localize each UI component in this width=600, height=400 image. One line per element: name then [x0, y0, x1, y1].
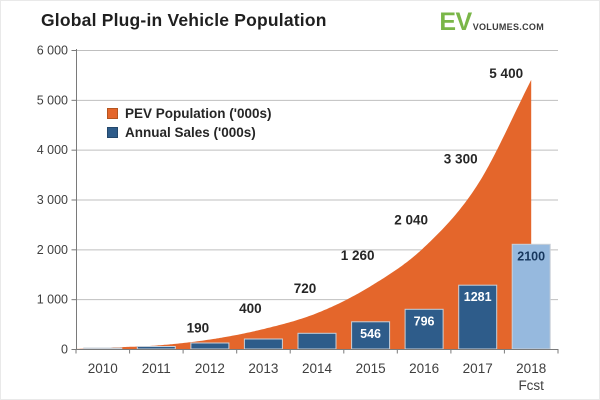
axes: [71, 49, 559, 354]
x-axis-labels: 2010 2011 2012 2013 2014 2015 2016 2017 2018 Fcst: [88, 361, 546, 393]
y-axis-label-2000: 2 000: [37, 243, 68, 257]
pev-label-2017: 3 300: [444, 152, 478, 167]
x-axis-label-2014: 2014: [302, 361, 333, 376]
x-axis-label-2017: 2017: [463, 361, 493, 376]
x-axis-label-2015: 2015: [356, 361, 386, 376]
legend-item-pev-population: PEV Population ('000s): [107, 106, 272, 121]
y-axis-label-5000: 5 000: [37, 93, 68, 107]
area-path: [76, 79, 532, 350]
pev-population-area: [76, 79, 532, 350]
logo-ev-text: EV: [439, 8, 472, 36]
y-axis-label-6000: 6 000: [37, 44, 68, 58]
x-axis-label-2011: 2011: [142, 361, 171, 376]
chart-title: Global Plug-in Vehicle Population: [41, 10, 327, 30]
x-axis-label-2012: 2012: [195, 361, 225, 376]
bar-2018: [511, 243, 551, 350]
legend-item-annual-sales: Annual Sales ('000s): [107, 125, 272, 140]
sales-label-2018: 2100: [517, 249, 545, 263]
pev-label-2014: 720: [294, 281, 317, 296]
x-axis-label-fcst: Fcst: [518, 378, 544, 393]
pev-population-swatch-icon: [107, 108, 118, 119]
y-axis-labels: 0 1 000 2 000 3 000 4 000 5 000 6 000: [37, 44, 68, 357]
x-axis-label-2018: 2018: [516, 361, 546, 376]
pev-value-labels: 190 400 720 1 260 2 040 3 300 5 400: [187, 66, 523, 336]
bar-2013: [243, 338, 283, 350]
pev-label-2018: 5 400: [489, 66, 523, 81]
bar-2014: [297, 332, 337, 350]
sales-label-2016: 796: [414, 314, 435, 328]
y-axis-label-3000: 3 000: [37, 193, 68, 207]
legend-label-annual-sales: Annual Sales ('000s): [125, 125, 256, 140]
annual-sales-swatch-icon: [107, 127, 118, 138]
sales-label-2017: 1281: [464, 290, 492, 304]
pev-label-2012: 190: [187, 321, 210, 336]
bar-value-labels: 546 796 1281 2100: [360, 249, 545, 340]
logo-volumes-text: VOLUMES.COM: [472, 22, 544, 32]
pev-label-2015: 1 260: [341, 248, 375, 263]
x-axis-label-2016: 2016: [409, 361, 439, 376]
bar-2010: [83, 347, 123, 350]
evvolumes-logo: EV VOLUMES.COM: [439, 8, 544, 37]
y-axis-label-1000: 1 000: [37, 293, 68, 307]
bar-2011: [136, 346, 176, 350]
chart-legend: PEV Population ('000s) Annual Sales ('00…: [107, 106, 272, 140]
pev-label-2016: 2 040: [394, 212, 428, 227]
y-axis-label-4000: 4 000: [37, 143, 68, 157]
legend-label-pev-population: PEV Population ('000s): [125, 106, 272, 121]
y-axis-label-0: 0: [61, 343, 68, 357]
x-axis-label-2010: 2010: [88, 361, 118, 376]
sales-label-2015: 546: [360, 327, 381, 341]
annual-sales-bars: [83, 243, 551, 350]
bar-2012: [190, 342, 230, 350]
x-axis-label-2013: 2013: [248, 361, 278, 376]
pev-label-2013: 400: [239, 301, 262, 316]
